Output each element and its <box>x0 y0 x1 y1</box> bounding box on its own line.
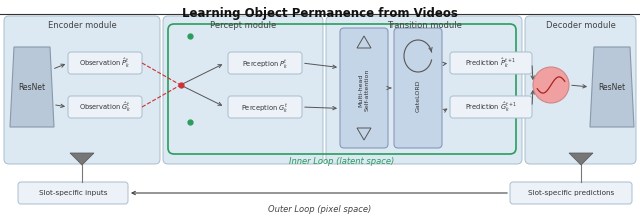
FancyBboxPatch shape <box>228 52 302 74</box>
Polygon shape <box>70 153 94 165</box>
Text: Prediction $\hat{G}_k^{t+1}$: Prediction $\hat{G}_k^{t+1}$ <box>465 100 517 114</box>
Text: Learning Object Permanence from Videos: Learning Object Permanence from Videos <box>182 7 458 20</box>
Text: Percept module: Percept module <box>210 20 276 30</box>
Text: Inner Loop (latent space): Inner Loop (latent space) <box>289 158 395 166</box>
Polygon shape <box>590 47 634 127</box>
FancyBboxPatch shape <box>510 182 632 204</box>
Text: Observation $\hat{P}_k^t$: Observation $\hat{P}_k^t$ <box>79 56 131 70</box>
Text: GateLORD: GateLORD <box>415 80 420 112</box>
Text: Slot-specific inputs: Slot-specific inputs <box>39 190 108 196</box>
Text: ResNet: ResNet <box>598 82 625 92</box>
Text: Encoder module: Encoder module <box>47 20 116 30</box>
Text: Transition module: Transition module <box>387 20 461 30</box>
Circle shape <box>533 67 569 103</box>
Text: Slot-specific predictions: Slot-specific predictions <box>528 190 614 196</box>
FancyBboxPatch shape <box>163 16 323 164</box>
FancyBboxPatch shape <box>340 28 388 148</box>
FancyBboxPatch shape <box>4 16 160 164</box>
FancyBboxPatch shape <box>450 52 532 74</box>
Text: Prediction $\hat{P}_k^{t+1}$: Prediction $\hat{P}_k^{t+1}$ <box>465 56 516 70</box>
FancyBboxPatch shape <box>394 28 442 148</box>
FancyBboxPatch shape <box>450 96 532 118</box>
FancyBboxPatch shape <box>525 16 636 164</box>
Text: Perception $P_k^t$: Perception $P_k^t$ <box>242 56 288 69</box>
Text: ResNet: ResNet <box>19 82 45 92</box>
FancyBboxPatch shape <box>68 96 142 118</box>
Polygon shape <box>569 153 593 165</box>
FancyBboxPatch shape <box>68 52 142 74</box>
Text: Perception $G_k^t$: Perception $G_k^t$ <box>241 100 289 113</box>
FancyBboxPatch shape <box>228 96 302 118</box>
Polygon shape <box>10 47 54 127</box>
Text: Outer Loop (pixel space): Outer Loop (pixel space) <box>268 205 372 214</box>
FancyBboxPatch shape <box>18 182 128 204</box>
Text: Observation $\hat{G}_k^t$: Observation $\hat{G}_k^t$ <box>79 100 131 114</box>
FancyBboxPatch shape <box>326 16 522 164</box>
Text: Multi-head
Self-attention: Multi-head Self-attention <box>358 69 369 111</box>
Text: Decoder module: Decoder module <box>545 20 616 30</box>
